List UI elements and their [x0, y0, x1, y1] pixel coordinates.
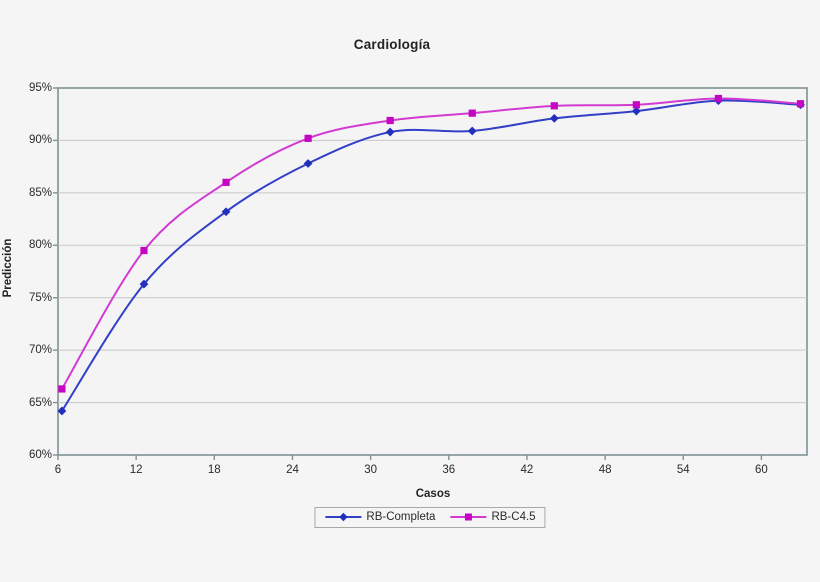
x-tick-label: 24 [286, 464, 299, 476]
y-tick-label: 85% [28, 186, 52, 199]
x-tick-label: 30 [364, 464, 378, 476]
square-marker [550, 102, 558, 110]
x-tick-label: 48 [598, 464, 612, 476]
legend-label: RB-Completa [366, 511, 436, 523]
x-tick-label: 54 [676, 464, 690, 476]
legend-marker-square-icon [450, 513, 487, 521]
x-tick-label: 12 [129, 464, 143, 476]
chart-legend: RB-Completa RB-C4.5 [314, 507, 546, 528]
y-axis-title: Predicción [2, 238, 14, 298]
square-marker [796, 100, 805, 108]
x-tick-label: 6 [54, 464, 62, 476]
y-tick-label: 65% [28, 396, 52, 409]
x-tick-label: 18 [207, 464, 221, 476]
legend-item-rb-completa: RB-Completa [324, 511, 435, 523]
diamond-marker [549, 114, 559, 123]
legend-item-rb-c4.5: RB-C4.5 [449, 511, 536, 523]
square-marker [222, 178, 230, 186]
square-marker [714, 94, 723, 103]
diamond-marker [385, 127, 395, 137]
diamond-marker [221, 207, 231, 217]
diamond-marker [57, 406, 67, 416]
legend-label: RB-C4.5 [491, 511, 536, 523]
x-tick-label: 42 [520, 464, 534, 476]
series-line-rb-completa [60, 99, 802, 412]
square-marker [632, 101, 640, 109]
plot-frame [57, 87, 808, 456]
square-marker [140, 246, 148, 255]
x-tick-label: 60 [755, 464, 768, 476]
y-tick-label: 80% [28, 239, 52, 252]
x-axis-title: Casos [415, 488, 451, 500]
diamond-marker [303, 159, 313, 168]
diamond-marker [467, 126, 477, 136]
chart-title: Cardiología [353, 37, 431, 52]
y-tick-label: 75% [28, 291, 52, 304]
x-tick-label: 36 [442, 464, 456, 476]
y-tick-label: 90% [28, 134, 52, 147]
square-marker [58, 385, 66, 393]
legend-marker-diamond-icon [325, 512, 362, 522]
y-tick-label: 70% [28, 344, 52, 357]
square-marker [468, 109, 476, 117]
diamond-marker [631, 106, 641, 116]
y-tick-label: 60% [28, 449, 52, 461]
diamond-marker [139, 279, 149, 289]
series-line-rb-c4.5 [60, 97, 802, 390]
y-tick-label: 95% [28, 82, 52, 94]
square-marker [386, 116, 394, 125]
square-marker [304, 134, 312, 142]
